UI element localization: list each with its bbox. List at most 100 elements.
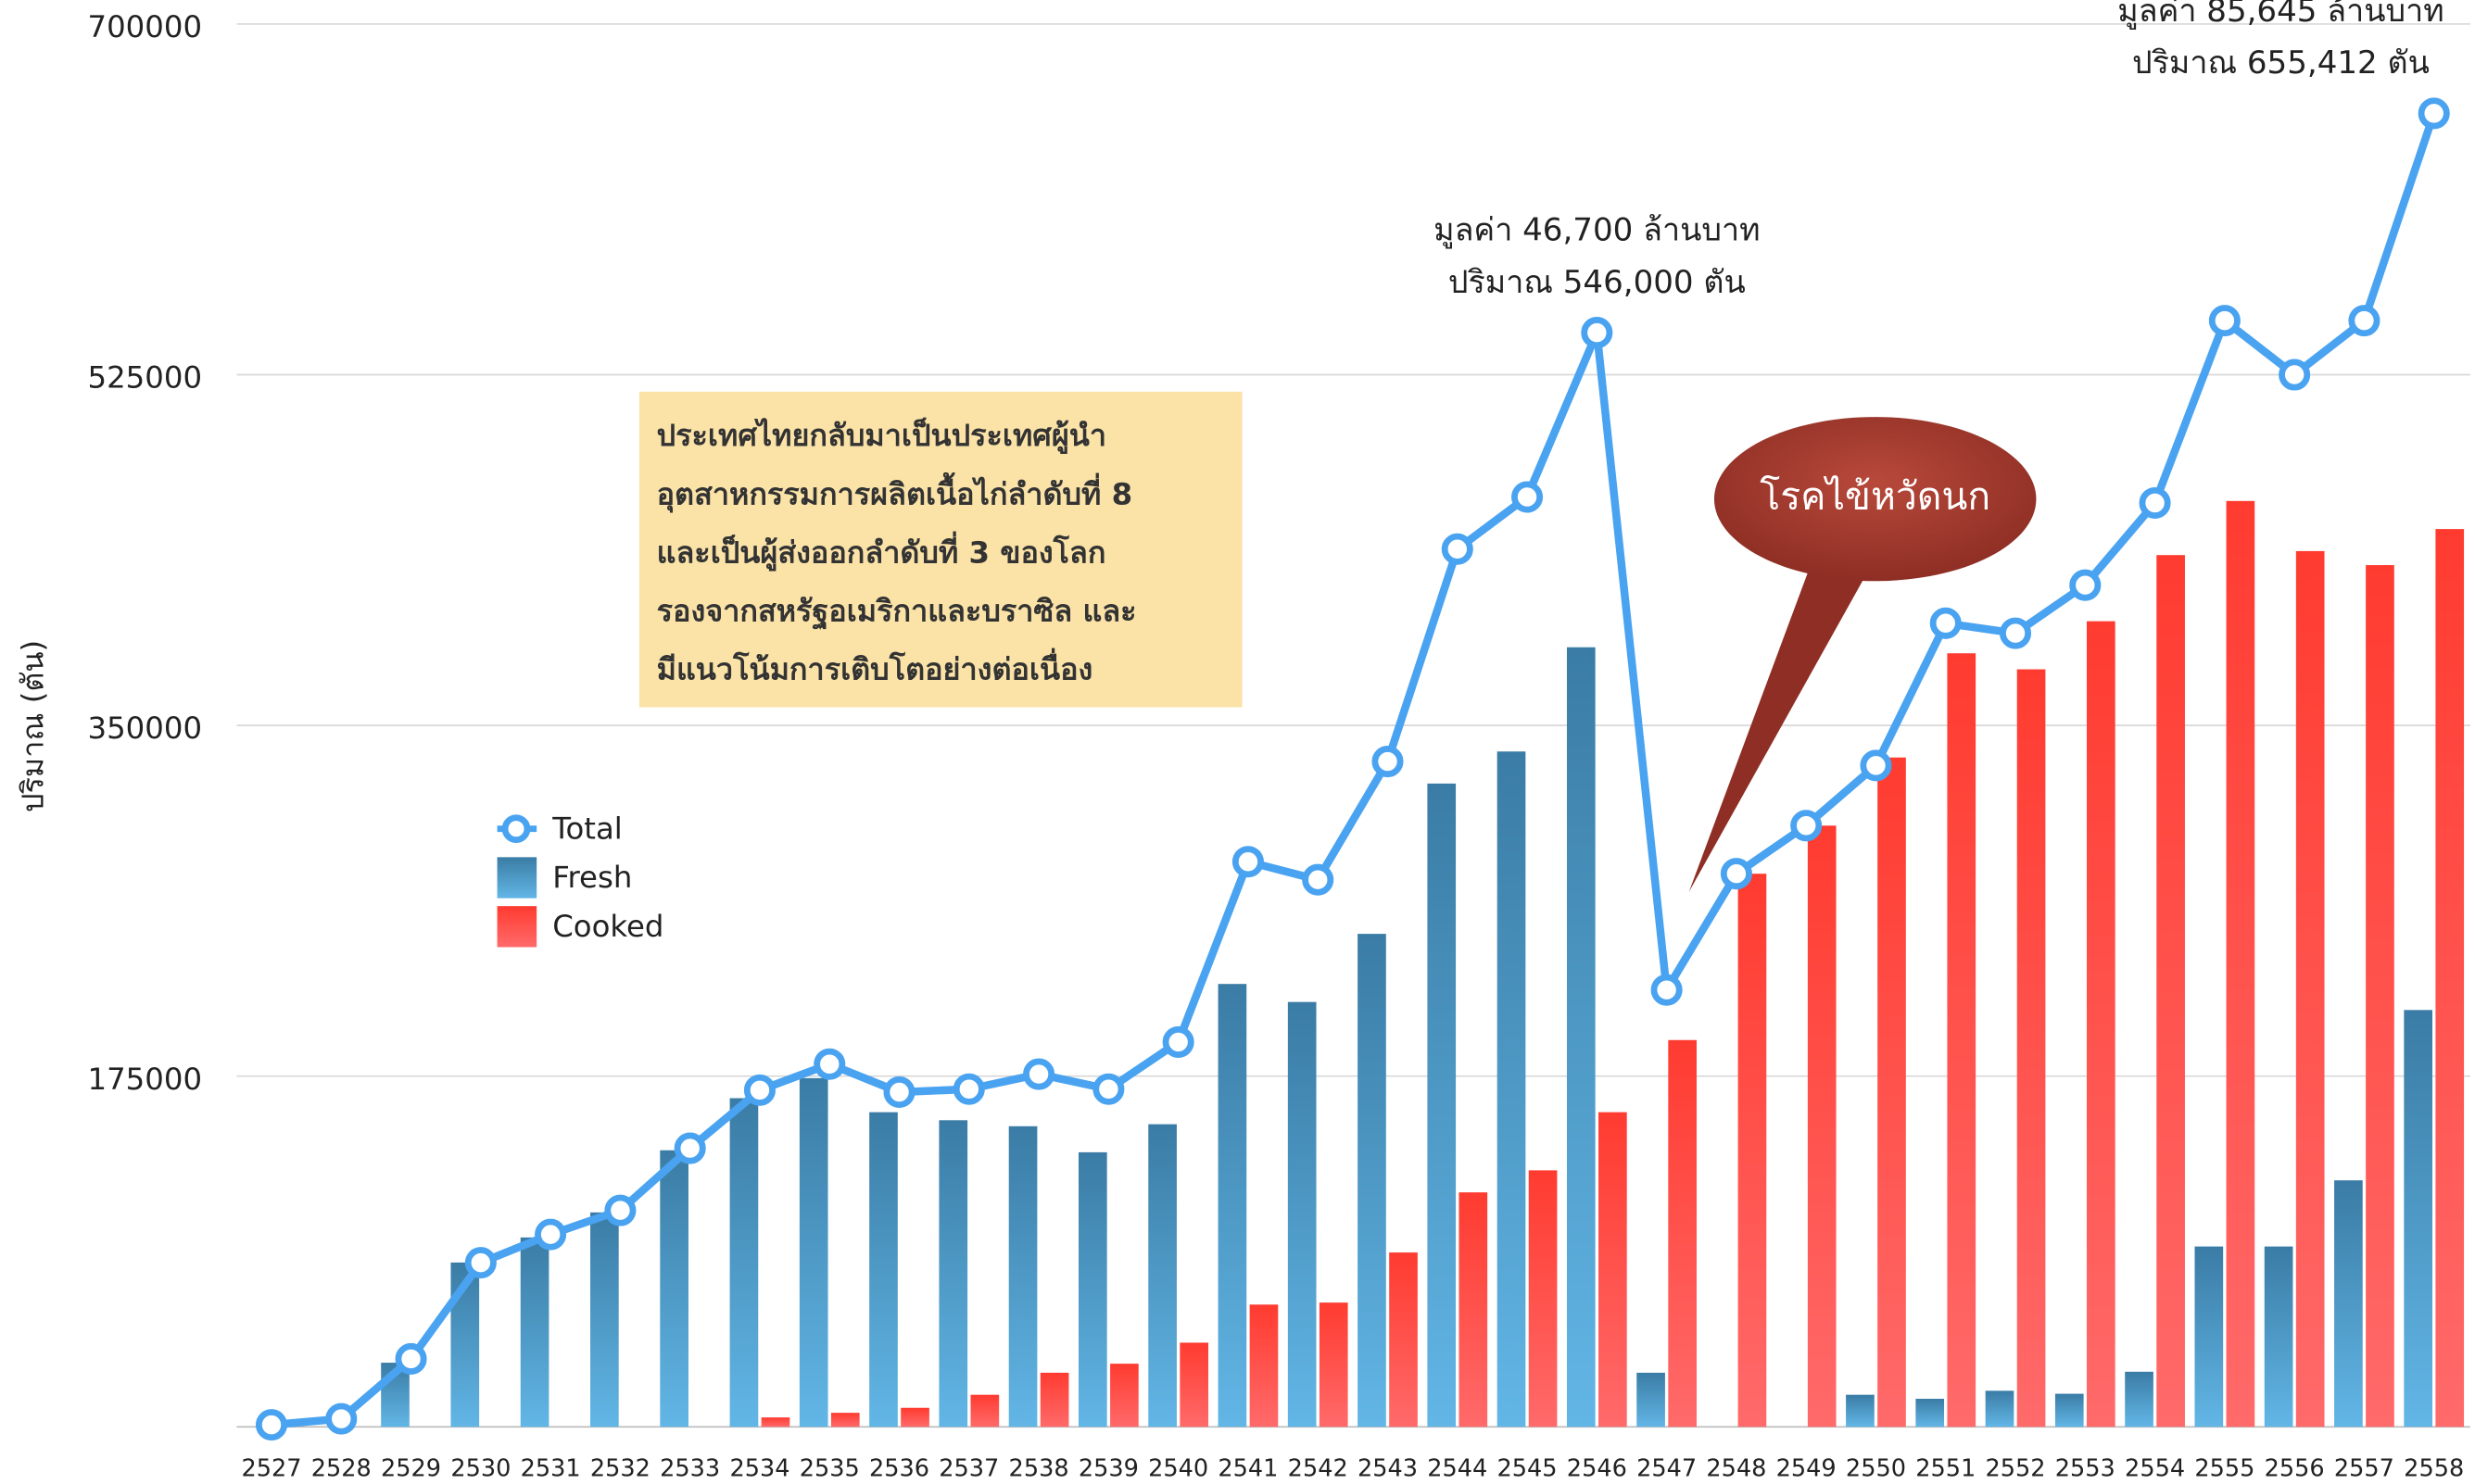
bar [2295,550,2325,1427]
point [2139,486,2171,520]
x-tick-label: 2548 [1706,1454,1766,1482]
x-tick-label: 2546 [1567,1454,1627,1482]
bar [2087,621,2115,1427]
bar [1496,751,1526,1427]
x-tick-label: 2537 [939,1454,999,1482]
x-tick-label: 2557 [2334,1454,2394,1482]
bar [799,1077,828,1427]
x-tick-label: 2527 [241,1454,301,1482]
y-tick-label: 700000 [88,9,203,44]
point [743,1074,776,1106]
point [325,1402,358,1435]
point [1581,317,1613,349]
bar [1357,934,1386,1427]
bar [520,1237,549,1427]
x-tick-label: 2536 [869,1454,929,1482]
point [2279,358,2311,391]
bar [1110,1364,1139,1427]
point [1023,1058,1055,1090]
point [604,1194,637,1226]
y-axis-label: ปริมาณ (ตัน) [15,640,50,812]
x-tick-label: 2530 [450,1454,511,1482]
bar [2366,565,2394,1427]
annotation: มูลค่า 85,645 ล้านบาท [2117,0,2443,30]
x-tick-label: 2555 [2194,1454,2254,1482]
legend-marker [501,814,531,844]
callout-bubble [1713,417,2037,582]
y-tick-label: 175000 [88,1062,203,1097]
x-tick-label: 2538 [1009,1454,1069,1482]
legend-label: Total [551,811,623,846]
bar [1427,783,1457,1427]
x-tick-label: 2549 [1776,1454,1837,1482]
bar [1218,984,1247,1427]
bar [1528,1170,1558,1427]
bar [1008,1126,1038,1427]
point [814,1048,846,1080]
bar [1389,1252,1418,1427]
bar [729,1098,759,1427]
bar [1636,1372,1665,1427]
bar [761,1417,790,1427]
bar [1040,1372,1069,1427]
x-tick-label: 2558 [2404,1454,2464,1482]
x-tick-label: 2547 [1636,1454,1697,1482]
bar [939,1120,968,1427]
bar [2264,1246,2293,1427]
x-tick-label: 2532 [590,1454,650,1482]
point [1929,607,1962,639]
bar [2125,1371,2153,1427]
bar [660,1150,688,1427]
y-tick-label: 350000 [88,711,203,746]
x-tick-label: 2540 [1148,1454,1208,1482]
bar [1079,1151,1107,1427]
note-text: ประเทศไทยกลับมาเป็นประเทศผู้นำ [657,417,1106,455]
bar [590,1212,619,1427]
bar [1319,1302,1348,1427]
point [395,1342,427,1375]
annotation: ปริมาณ 655,412 ตัน [2132,44,2430,82]
point [1231,846,1264,878]
callout-tail [1688,552,1879,892]
bar [1985,1390,2014,1427]
x-tick-label: 2529 [381,1454,441,1482]
note-text: อุตสาหกรรมการผลิตเนื้อไก่ลำดับที่ 8 [657,472,1132,513]
note-text: รองจากสหรัฐอเมริกาและบราซิล และ [657,593,1137,630]
x-tick-label: 2534 [729,1454,789,1482]
bar [1807,825,1837,1427]
x-tick-label: 2542 [1288,1454,1348,1482]
point [1790,810,1823,842]
point [1371,746,1404,778]
bar [2404,1010,2433,1427]
x-tick-label: 2550 [1846,1454,1906,1482]
x-tick-label: 2545 [1497,1454,1558,1482]
point [535,1218,567,1251]
point [1999,617,2032,649]
x-tick-label: 2551 [1915,1454,1976,1482]
bar [830,1413,860,1427]
x-tick-label: 2528 [311,1454,372,1482]
point [1720,858,1752,890]
point [2348,305,2380,337]
bar [2334,1180,2363,1427]
x-tick-label: 2535 [800,1454,860,1482]
x-tick-label: 2553 [2055,1454,2115,1482]
point [883,1075,915,1109]
point [1511,481,1544,513]
point [2208,305,2241,337]
point [2069,569,2102,601]
point [1092,1073,1125,1105]
legend-label: Fresh [552,860,632,895]
bar [1668,1039,1697,1427]
x-tick-label: 2543 [1357,1454,1418,1482]
point [953,1073,985,1105]
x-tick-label: 2544 [1427,1454,1487,1482]
annotation: มูลค่า 46,700 ล้านบาท [1433,212,1760,249]
x-tick-label: 2541 [1218,1454,1278,1482]
bar [1566,647,1596,1427]
x-tick-label: 2539 [1079,1454,1139,1482]
x-tick-label: 2531 [521,1454,581,1482]
point [464,1247,497,1279]
annotation: ปริมาณ 546,000 ตัน [1448,264,1746,301]
